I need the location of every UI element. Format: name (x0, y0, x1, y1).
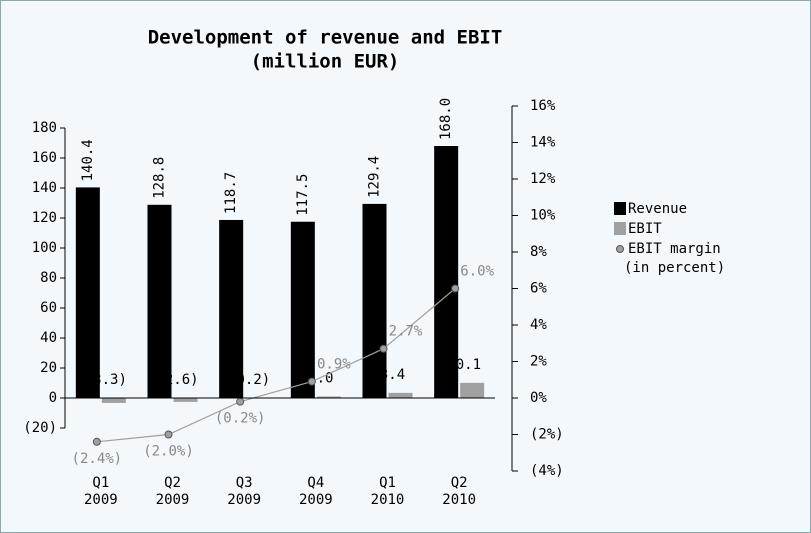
ebit-label: (0.2) (228, 372, 270, 388)
legend-marker (616, 245, 624, 253)
y2-tick-label: 16% (530, 98, 556, 114)
margin-label: 0.9% (317, 357, 351, 373)
margin-label: 6.0% (460, 264, 494, 280)
margin-label: (2.0%) (143, 444, 194, 460)
y2-tick-label: 2% (530, 354, 547, 370)
y2-tick-label: 4% (530, 317, 547, 333)
y-tick-label: 20 (40, 360, 57, 376)
margin-point (307, 377, 316, 386)
ebit-label: (2.6) (156, 372, 198, 388)
revenue-label: 117.5 (295, 174, 311, 216)
y2-tick-label: (4%) (530, 463, 564, 479)
y-tick-label: 120 (32, 210, 57, 226)
legend-label: EBIT (628, 221, 662, 237)
revenue-label: 118.7 (223, 172, 239, 214)
y-tick-label: 160 (32, 150, 57, 166)
margin-point (236, 397, 245, 406)
y-tick-label: 80 (40, 270, 57, 286)
legend-label: EBIT margin (in percent) (624, 241, 725, 276)
x-tick-label: Q3 2009 (227, 475, 261, 508)
y2-tick-label: 6% (530, 281, 547, 297)
y-tick-label: (20) (23, 420, 57, 436)
revenue-label: 129.4 (367, 156, 383, 198)
margin-point (451, 284, 460, 293)
bar (101, 397, 126, 403)
bar (75, 187, 100, 398)
y-tick-label: 180 (32, 120, 57, 136)
legend-swatch (614, 202, 626, 215)
margin-label: (0.2%) (215, 411, 266, 427)
x-tick-label: Q2 2009 (156, 475, 190, 508)
revenue-label: 168.0 (438, 98, 454, 140)
ebit-label: (3.3) (85, 372, 127, 388)
bar (388, 392, 413, 398)
bar (219, 219, 244, 398)
revenue-label: 128.8 (152, 157, 168, 199)
ebit-label: 3.4 (380, 367, 405, 383)
chart-subtitle: (million EUR) (251, 51, 400, 73)
x-tick-label: Q2 2010 (442, 475, 476, 508)
y2-tick-label: 10% (530, 208, 556, 224)
chart-title: Development of revenue and EBIT (148, 27, 503, 49)
y2-tick-label: 0% (530, 390, 547, 406)
y2-tick-label: (2%) (530, 427, 564, 443)
margin-point (379, 344, 388, 353)
bar (290, 221, 315, 398)
margin-point (164, 430, 173, 439)
margin-line (96, 288, 456, 443)
y-tick-label: 100 (32, 240, 57, 256)
legend-label: Revenue (628, 201, 687, 217)
y-tick-label: 40 (40, 330, 57, 346)
bar (173, 397, 198, 402)
revenue-label: 140.4 (80, 139, 96, 181)
y2-tick-label: 12% (530, 171, 556, 187)
y-tick-label: 60 (40, 300, 57, 316)
bar (434, 146, 459, 398)
bar (362, 203, 387, 398)
bar (147, 204, 172, 398)
margin-point (92, 437, 101, 446)
margin-label: 2.7% (389, 324, 423, 340)
bar (460, 382, 485, 398)
x-tick-label: Q4 2009 (299, 475, 333, 508)
x-tick-label: Q1 2010 (371, 475, 405, 508)
y-tick-label: 140 (32, 180, 57, 196)
y2-tick-label: 8% (530, 244, 547, 260)
legend-swatch (614, 222, 626, 235)
margin-label: (2.4%) (72, 451, 123, 467)
ebit-label: 10.1 (447, 357, 481, 373)
x-tick-label: Q1 2009 (84, 475, 118, 508)
bar (316, 396, 341, 398)
y-tick-label: 0 (49, 390, 57, 406)
y2-tick-label: 14% (530, 135, 556, 151)
